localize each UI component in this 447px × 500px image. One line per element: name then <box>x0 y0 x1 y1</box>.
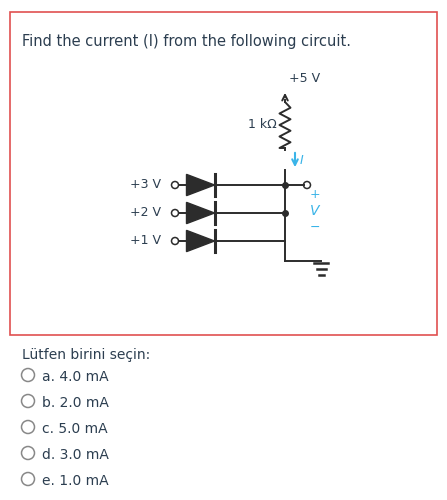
Bar <box>10 12 437 335</box>
Text: e. 1.0 mA: e. 1.0 mA <box>42 474 109 488</box>
Polygon shape <box>186 174 215 196</box>
Text: d. 3.0 mA: d. 3.0 mA <box>42 448 109 462</box>
Text: +5 V: +5 V <box>289 72 320 85</box>
Text: a. 4.0 mA: a. 4.0 mA <box>42 370 109 384</box>
Text: b. 2.0 mA: b. 2.0 mA <box>42 396 109 410</box>
Text: +2 V: +2 V <box>130 206 161 220</box>
Polygon shape <box>186 202 215 224</box>
Text: V: V <box>310 204 320 218</box>
Text: 1 kΩ: 1 kΩ <box>248 118 277 132</box>
Text: −: − <box>310 220 320 234</box>
Text: +1 V: +1 V <box>130 234 161 248</box>
Text: +3 V: +3 V <box>130 178 161 192</box>
Text: I: I <box>300 154 304 168</box>
Text: c. 5.0 mA: c. 5.0 mA <box>42 422 108 436</box>
Text: +: + <box>310 188 320 202</box>
Polygon shape <box>186 230 215 252</box>
Text: Find the current (I) from the following circuit.: Find the current (I) from the following … <box>22 34 351 49</box>
Text: Lütfen birini seçin:: Lütfen birini seçin: <box>22 348 150 362</box>
